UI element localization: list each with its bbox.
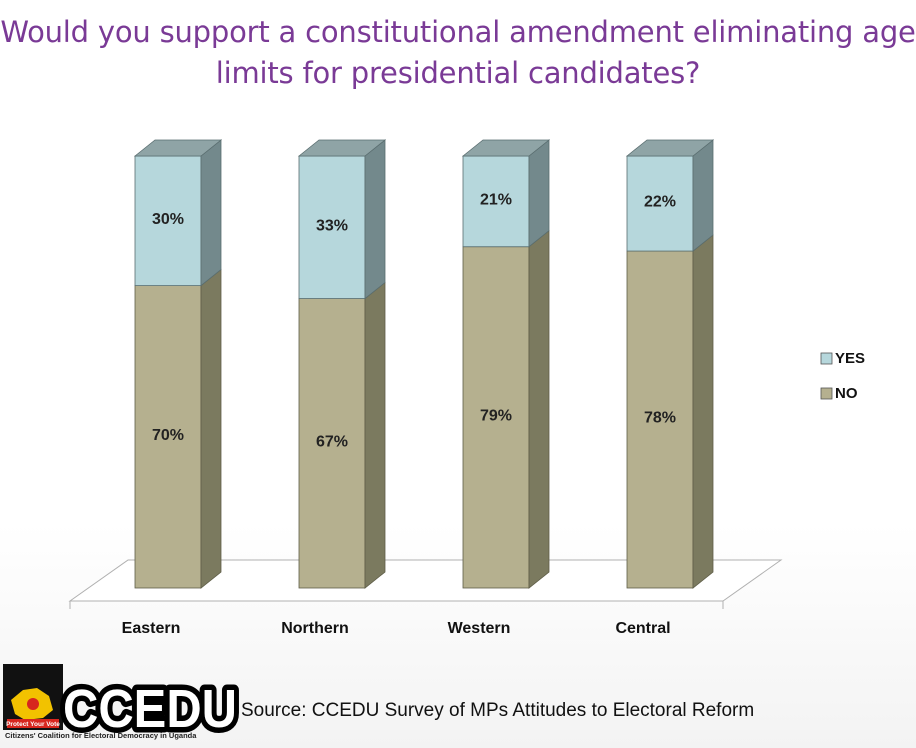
data-label-no-eastern: 70%: [152, 427, 184, 444]
legend-label-no: NO: [835, 385, 858, 402]
bar-top-central: [625, 139, 715, 157]
chart-floor-plane: [68, 559, 783, 602]
data-label-no-western: 79%: [480, 407, 512, 424]
logo-wordmark-outline: CCEDU: [63, 679, 237, 739]
category-labels: Eastern Northern Western Central: [122, 620, 671, 637]
bar-no-western: [462, 246, 530, 589]
legend-swatch-no: [820, 387, 833, 400]
legend: YES NO: [820, 350, 865, 402]
data-label-yes-central: 22%: [644, 194, 676, 211]
bar-yes-side-western: [528, 139, 550, 248]
bar-yes-eastern: [134, 155, 202, 287]
bar-yes-side-central: [692, 139, 714, 252]
logo-red-stripe: [7, 719, 59, 728]
bar-no-side-western: [528, 229, 550, 589]
bar-top-northern: [297, 139, 387, 157]
bar-no-side-central: [692, 234, 714, 589]
bar-yes-side-eastern: [200, 139, 222, 287]
bar-yes-northern: [298, 155, 366, 299]
bars: [133, 139, 715, 589]
bar-top-western: [461, 139, 551, 157]
data-label-yes-western: 21%: [480, 191, 512, 208]
chart-floor: [68, 559, 783, 609]
logo-tagline: Citizens' Coalition for Electoral Democr…: [5, 731, 197, 740]
data-label-no-northern: 67%: [316, 433, 348, 450]
source-note: Source: CCEDU Survey of MPs Attitudes to…: [241, 700, 755, 721]
bar-no-side-eastern: [200, 268, 222, 589]
legend-label-yes: YES: [835, 350, 865, 367]
logo-badge-text: Protect Your Vote: [6, 721, 60, 728]
bar-no-side-northern: [364, 281, 386, 589]
bar-top-eastern: [133, 139, 223, 157]
bar-no-northern: [298, 298, 366, 589]
chart-title: Would you support a constitutional amend…: [0, 15, 916, 90]
data-label-no-central: 78%: [644, 410, 676, 427]
data-labels: 70% 30% 67% 33% 79% 21% 78% 22%: [152, 191, 676, 450]
bar-no-central: [626, 250, 694, 589]
category-label-central: Central: [615, 620, 670, 637]
category-label-western: Western: [448, 620, 511, 637]
legend-swatch-yes: [820, 352, 833, 365]
ccedu-logo: Protect Your Vote CCEDU CCEDU: [3, 664, 240, 745]
category-label-eastern: Eastern: [122, 620, 181, 637]
logo-wordmark: CCEDU: [63, 679, 237, 739]
data-label-yes-northern: 33%: [316, 217, 348, 234]
bar-no-eastern: [134, 285, 202, 589]
data-label-yes-eastern: 30%: [152, 211, 184, 228]
category-label-northern: Northern: [281, 620, 349, 637]
bar-yes-western: [462, 155, 530, 248]
bar-yes-side-northern: [364, 139, 386, 300]
logo-red-dot: [27, 698, 39, 710]
bar-yes-central: [626, 155, 694, 252]
